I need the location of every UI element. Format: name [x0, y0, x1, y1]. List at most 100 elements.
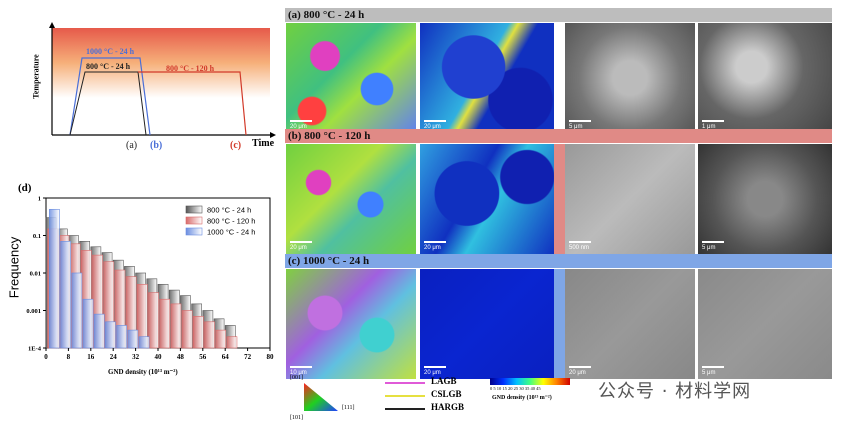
hist-legend-label-1: 800 °C - 120 h [207, 217, 255, 226]
hist-xtick-label: 56 [199, 353, 207, 361]
hist-ytick-label: 0.01 [30, 271, 41, 278]
cslgb-label: CSLGB [431, 389, 462, 399]
hist-legend-label-2: 1000 °C - 24 h [207, 228, 255, 237]
hist-bar-2-8 [138, 336, 150, 349]
hist-ytick-label: 0.1 [33, 233, 41, 240]
scale-label: 20 μm [290, 124, 307, 130]
panel-label-1: (b) 800 °C - 120 h [288, 130, 371, 142]
hist-xtick-label: 64 [222, 353, 230, 361]
hist-ytick-label: 0.001 [26, 308, 41, 315]
scale-bar [569, 241, 591, 243]
gnd-colorbar-legend: 0 5 10 15 20 25 30 35 40 45 GND density … [490, 378, 580, 418]
hist-bar-1-10 [159, 298, 171, 349]
ipf-111: [111] [342, 405, 355, 411]
ipf-legend: [001] [101] [111] [290, 375, 370, 425]
panel-frame-2 [553, 269, 565, 379]
scale-bar [290, 241, 312, 243]
ipf-triangle [304, 383, 338, 411]
micrograph-0-3: 1 μm [698, 23, 832, 133]
micrograph-1-1: 20 μm [420, 144, 554, 254]
hist-bar-1-12 [181, 310, 193, 349]
hist-bar-1-14 [204, 321, 215, 349]
scale-bar [702, 366, 724, 368]
hist-bar-2-2 [71, 272, 83, 349]
hist-legend-swatch-1 [185, 216, 203, 225]
micrograph-2-2: 20 μm [565, 269, 695, 379]
hist-x-label: GND density (10¹³ m⁻²) [108, 368, 178, 376]
ipf-001: [001] [290, 375, 303, 381]
scale-label: 1 μm [702, 124, 716, 130]
scale-label: 5 μm [702, 370, 716, 376]
scale-label: 5 μm [702, 245, 716, 251]
hist-bar-2-4 [93, 313, 105, 349]
hist-bar-1-11 [170, 303, 182, 349]
scale-bar [702, 120, 724, 122]
hist-xtick-label: 48 [177, 353, 185, 361]
hist-bar-1-9 [148, 292, 159, 349]
scale-bar [290, 120, 312, 122]
hist-xtick-label: 16 [87, 353, 95, 361]
micrograph-0-1: 20 μm [420, 23, 554, 133]
hist-xtick-label: 40 [155, 353, 163, 361]
hist-bar-1-16 [226, 336, 238, 349]
heat-treatment-schematic: Temperature Time 1000 °C - 24 h 800 °C -… [32, 20, 280, 160]
boundary-legend: LAGB CSLGB HARGB [385, 375, 485, 425]
hist-bar-2-7 [127, 329, 139, 349]
scale-label: 20 μm [424, 245, 441, 251]
hist-xtick-label: 0 [44, 353, 48, 361]
panel-band-2: (c) 1000 °C - 24 h [285, 254, 832, 268]
micrograph-2-3: 5 μm [698, 269, 832, 379]
gnd-colorbar [490, 378, 570, 385]
scale-bar [569, 366, 591, 368]
micrograph-1-0: 20 μm [286, 144, 416, 254]
panel-frame-1 [553, 144, 565, 254]
scale-label: 500 nm [569, 245, 590, 251]
hist-xtick-label: 80 [267, 353, 275, 361]
hist-bar-2-6 [116, 325, 127, 349]
scale-bar [569, 120, 591, 122]
hist-legend-label-0: 800 °C - 24 h [207, 206, 251, 215]
hist-bar-2-1 [60, 241, 71, 349]
hist-panel-label: (d) [18, 182, 32, 194]
curve-tag-a: (a) [126, 140, 138, 151]
panel-band-0: (a) 800 °C - 24 h [285, 8, 832, 22]
cslgb-line [385, 395, 425, 397]
scale-bar [424, 241, 446, 243]
panel-frame-0 [553, 23, 565, 133]
micrograph-1-3: 5 μm [698, 144, 832, 254]
lagb-label: LAGB [431, 376, 457, 386]
scale-bar [424, 366, 446, 368]
panel-band-1: (b) 800 °C - 120 h [285, 129, 832, 143]
hist-legend-swatch-0 [185, 205, 203, 214]
hist-xtick-label: 72 [244, 353, 252, 361]
scale-label: 20 μm [424, 370, 441, 376]
schematic-svg [49, 22, 276, 138]
scale-bar [424, 120, 446, 122]
micrograph-2-1: 20 μm [420, 269, 554, 379]
hist-bar-2-5 [105, 321, 116, 349]
hist-xtick-label: 8 [67, 353, 71, 361]
micrograph-0-0: 20 μm [286, 23, 416, 133]
schematic-x-label: Time [252, 138, 275, 149]
curve-label-1000: 1000 °C - 24 h [86, 47, 135, 56]
curve-tag-c: (c) [230, 140, 242, 151]
hist-bar-2-3 [82, 298, 94, 349]
scale-label: 10 μm [290, 370, 307, 376]
scale-label: 20 μm [290, 245, 307, 251]
hist-xtick-label: 32 [132, 353, 140, 361]
watermark: 公众号 · 材料学网 [598, 381, 752, 402]
gnd-ticks: 0 5 10 15 20 25 30 35 40 45 [490, 386, 541, 391]
gnd-histogram: (d) Frequency 1 0.1 0.01 0.001 1E-4 0 8 16 24 32 4… [0, 180, 282, 380]
micrograph-1-2: 500 nm [565, 144, 695, 254]
panel-label-0: (a) 800 °C - 24 h [288, 9, 365, 21]
panel-label-2: (c) 1000 °C - 24 h [288, 255, 370, 267]
hist-ytick-label: 1E-4 [28, 346, 42, 353]
hist-legend-swatch-2 [185, 227, 203, 236]
curve-label-800-120: 800 °C - 120 h [166, 64, 215, 73]
micrograph-0-2: 5 μm [565, 23, 695, 133]
hist-bar-1-15 [215, 329, 227, 349]
hist-svg: 1 0.1 0.01 0.001 1E-40 8 16 24 32 40 48 56 64 72 80 800… [26, 196, 275, 362]
lagb-line [385, 382, 425, 384]
gnd-colorbar-label: GND density (10¹³ m⁻²) [492, 395, 552, 401]
scale-label: 20 μm [424, 124, 441, 130]
